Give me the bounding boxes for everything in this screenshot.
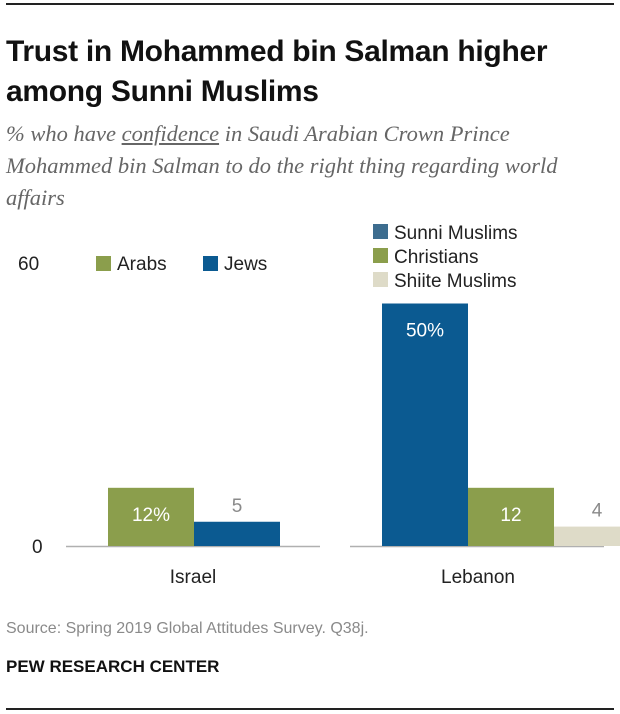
- chart-title: Trust in Mohammed bin Salman higher amon…: [6, 35, 548, 108]
- bar-lebanon-christians: [468, 487, 554, 546]
- data-label-israel-jews: 5: [232, 496, 243, 517]
- legend-label-jews: Jews: [224, 254, 267, 275]
- bottom-rule: [6, 708, 614, 710]
- legend-label-arabs: Arabs: [117, 254, 167, 275]
- legend-swatch-sunni-muslims: [373, 224, 388, 239]
- credit-line: PEW RESEARCH CENTER: [6, 657, 220, 676]
- bar-israel-jews: [194, 521, 280, 546]
- legend-swatch-christians: [373, 248, 388, 263]
- data-label-israel-arabs: 12%: [132, 505, 170, 526]
- category-label-israel: Israel: [170, 567, 216, 588]
- bar-israel-arabs: [108, 487, 194, 546]
- chart-subtitle: % who have confidence in Saudi Arabian C…: [6, 118, 606, 214]
- y-tick-label-60: 60: [18, 254, 39, 275]
- legend-swatch-shiite-muslims: [373, 272, 388, 287]
- bar-lebanon-shiite-muslims: [554, 526, 620, 546]
- subtitle-underlined-word: confidence: [121, 121, 220, 146]
- category-label-lebanon: Lebanon: [441, 567, 515, 588]
- data-label-lebanon-christians: 12: [500, 505, 521, 526]
- israel-panel: 60 0 Arabs Jews 12% 5 Israel: [18, 254, 320, 588]
- legend-swatch-arabs: [96, 256, 111, 271]
- legend-swatch-jews: [203, 256, 218, 271]
- y-tick-label-0: 0: [32, 537, 43, 558]
- bar-lebanon-sunni-muslims: [382, 303, 468, 546]
- legend-label-sunni-muslims: Sunni Muslims: [394, 223, 518, 244]
- top-rule: [6, 3, 614, 5]
- subtitle-text-after: in Saudi Arabian Crown Prince Mohammed b…: [6, 121, 558, 210]
- legend-label-shiite-muslims: Shiite Muslims: [394, 271, 516, 292]
- subtitle-text-before: % who have: [6, 121, 122, 146]
- data-label-lebanon-shiite-muslims: 4: [592, 501, 603, 522]
- legend-label-christians: Christians: [394, 247, 478, 268]
- data-label-lebanon-sunni-muslims: 50%: [406, 321, 444, 342]
- lebanon-panel: Sunni Muslims Christians Shiite Muslims 50%…: [350, 223, 620, 588]
- source-note: Source: Spring 2019 Global Attitudes Sur…: [6, 620, 369, 637]
